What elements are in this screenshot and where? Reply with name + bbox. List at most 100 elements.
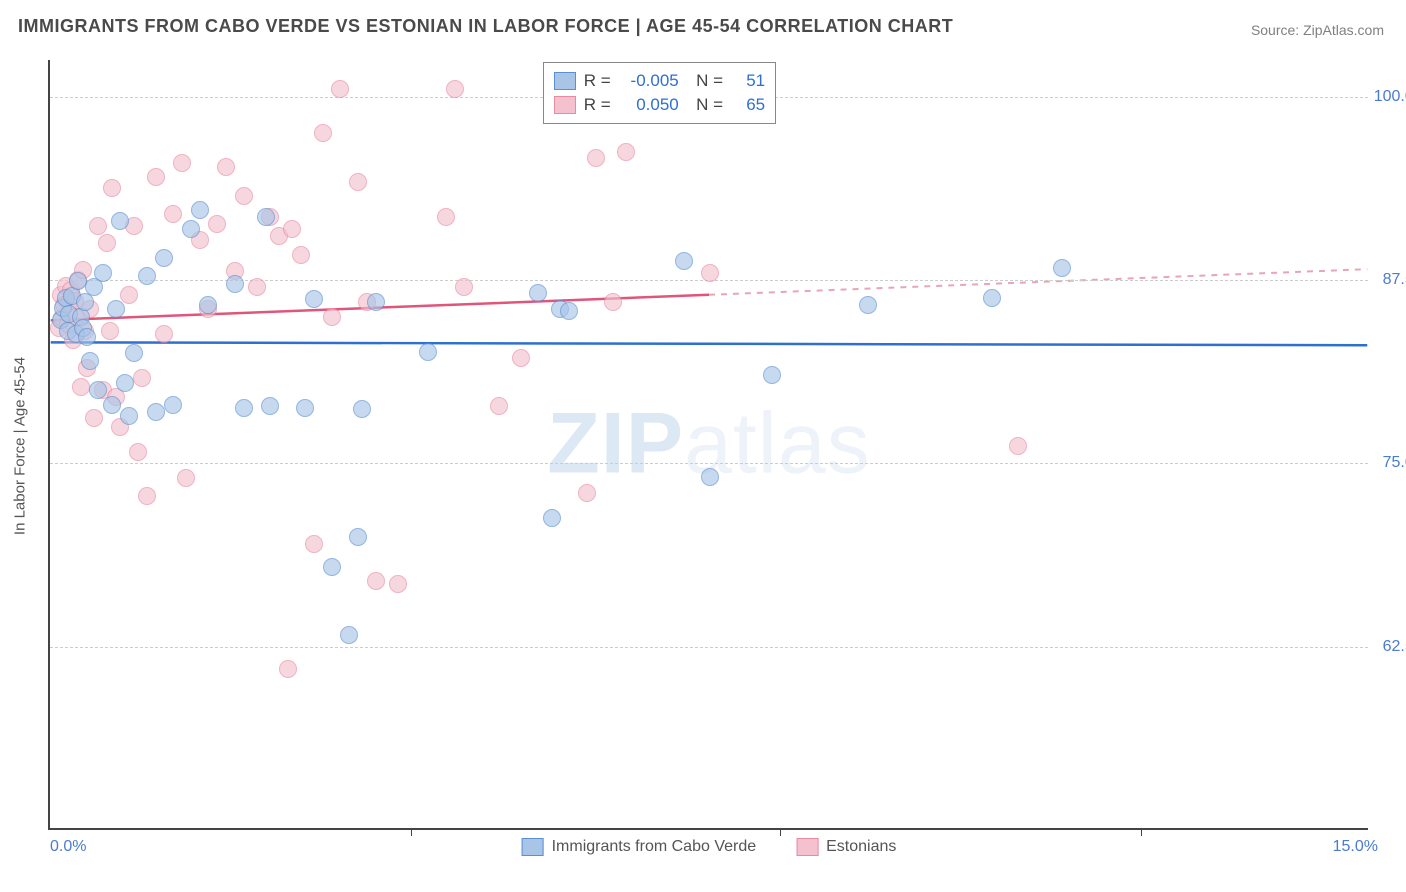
cabo_verde-point: [78, 328, 96, 346]
cabo_verde-point: [353, 400, 371, 418]
cabo_verde-point: [419, 343, 437, 361]
estonians-point: [283, 220, 301, 238]
estonians-point: [177, 469, 195, 487]
estonians-point: [617, 143, 635, 161]
estonians-point: [292, 246, 310, 264]
r-value: 0.050: [619, 95, 679, 115]
y-tick-label: 100.0%: [1374, 88, 1406, 106]
legend-swatch: [522, 838, 544, 856]
estonians-point: [604, 293, 622, 311]
estonians-point: [147, 168, 165, 186]
cabo_verde-point: [89, 381, 107, 399]
cabo_verde-point: [125, 344, 143, 362]
n-label: N =: [687, 95, 723, 115]
estonians-point: [101, 322, 119, 340]
n-value: 65: [731, 95, 765, 115]
cabo_verde-point: [120, 407, 138, 425]
x-tick-label: 0.0%: [50, 838, 86, 856]
legend-swatch: [554, 72, 576, 90]
legend-swatch: [796, 838, 818, 856]
estonians-point: [701, 264, 719, 282]
correlation-chart: IMMIGRANTS FROM CABO VERDE VS ESTONIAN I…: [0, 0, 1406, 892]
estonians-point: [98, 234, 116, 252]
series-legend: Immigrants from Cabo Verde Estonians: [522, 838, 897, 856]
cabo_verde-point: [257, 208, 275, 226]
cabo_verde-point: [296, 399, 314, 417]
y-tick-label: 87.5%: [1383, 271, 1406, 289]
estonians-point: [314, 124, 332, 142]
r-label: R =: [584, 71, 611, 91]
estonians-regression-dash: [709, 269, 1367, 295]
cabo_verde-point: [107, 300, 125, 318]
cabo_verde-point: [138, 267, 156, 285]
estonians-point: [446, 80, 464, 98]
y-axis-label: In Labor Force | Age 45-54: [12, 357, 29, 535]
cabo_verde-point: [529, 284, 547, 302]
cabo_verde-point: [94, 264, 112, 282]
cabo_verde-point: [1053, 259, 1071, 277]
x-tick-mark: [780, 828, 781, 836]
estonians-point: [164, 205, 182, 223]
estonians-point: [331, 80, 349, 98]
cabo_verde-point: [103, 396, 121, 414]
estonians-point: [208, 215, 226, 233]
plot-area: ZIPatlas 62.5%75.0%87.5%100.0%0.0%15.0% …: [48, 60, 1368, 830]
source-label: Source: ZipAtlas.com: [1251, 22, 1384, 38]
cabo_verde-point: [340, 626, 358, 644]
stats-legend: R = -0.005 N = 51 R = 0.050 N = 65: [543, 62, 776, 124]
estonians-point: [72, 378, 90, 396]
estonians-point: [578, 484, 596, 502]
series-legend-item: Immigrants from Cabo Verde: [522, 838, 757, 856]
cabo_verde-point: [164, 396, 182, 414]
cabo_verde-point: [147, 403, 165, 421]
cabo_verde-point: [261, 397, 279, 415]
cabo_verde-point: [111, 212, 129, 230]
stats-legend-row: R = -0.005 N = 51: [554, 69, 765, 93]
estonians-point: [103, 179, 121, 197]
cabo_verde-point: [701, 468, 719, 486]
estonians-point: [349, 173, 367, 191]
estonians-point: [323, 308, 341, 326]
estonians-point: [437, 208, 455, 226]
estonians-point: [305, 535, 323, 553]
cabo_verde-point: [199, 296, 217, 314]
cabo_verde-point: [675, 252, 693, 270]
cabo_verde-point: [155, 249, 173, 267]
estonians-point: [155, 325, 173, 343]
cabo_verde-point: [116, 374, 134, 392]
cabo_verde-point: [367, 293, 385, 311]
estonians-point: [389, 575, 407, 593]
cabo_verde-point: [191, 201, 209, 219]
estonians-point: [367, 572, 385, 590]
estonians-point: [133, 369, 151, 387]
r-value: -0.005: [619, 71, 679, 91]
estonians-point: [1009, 437, 1027, 455]
r-label: R =: [584, 95, 611, 115]
estonians-point: [235, 187, 253, 205]
cabo_verde-point: [543, 509, 561, 527]
estonians-point: [173, 154, 191, 172]
stats-legend-row: R = 0.050 N = 65: [554, 93, 765, 117]
estonians-point: [455, 278, 473, 296]
cabo_verde-point: [81, 352, 99, 370]
gridline: [50, 463, 1368, 464]
estonians-point: [587, 149, 605, 167]
series-legend-item: Estonians: [796, 838, 896, 856]
n-label: N =: [687, 71, 723, 91]
legend-label: Immigrants from Cabo Verde: [552, 838, 757, 856]
cabo_verde-point: [323, 558, 341, 576]
estonians-point: [129, 443, 147, 461]
cabo_verde-point: [763, 366, 781, 384]
legend-label: Estonians: [826, 838, 896, 856]
estonians-point: [490, 397, 508, 415]
estonians-point: [279, 660, 297, 678]
cabo_verde-point: [305, 290, 323, 308]
cabo_verde-point: [983, 289, 1001, 307]
cabo_verde-point: [560, 302, 578, 320]
cabo_verde-point: [235, 399, 253, 417]
cabo_verde-point: [226, 275, 244, 293]
estonians-point: [120, 286, 138, 304]
n-value: 51: [731, 71, 765, 91]
estonians-point: [512, 349, 530, 367]
regression-lines-layer: [50, 60, 1368, 828]
